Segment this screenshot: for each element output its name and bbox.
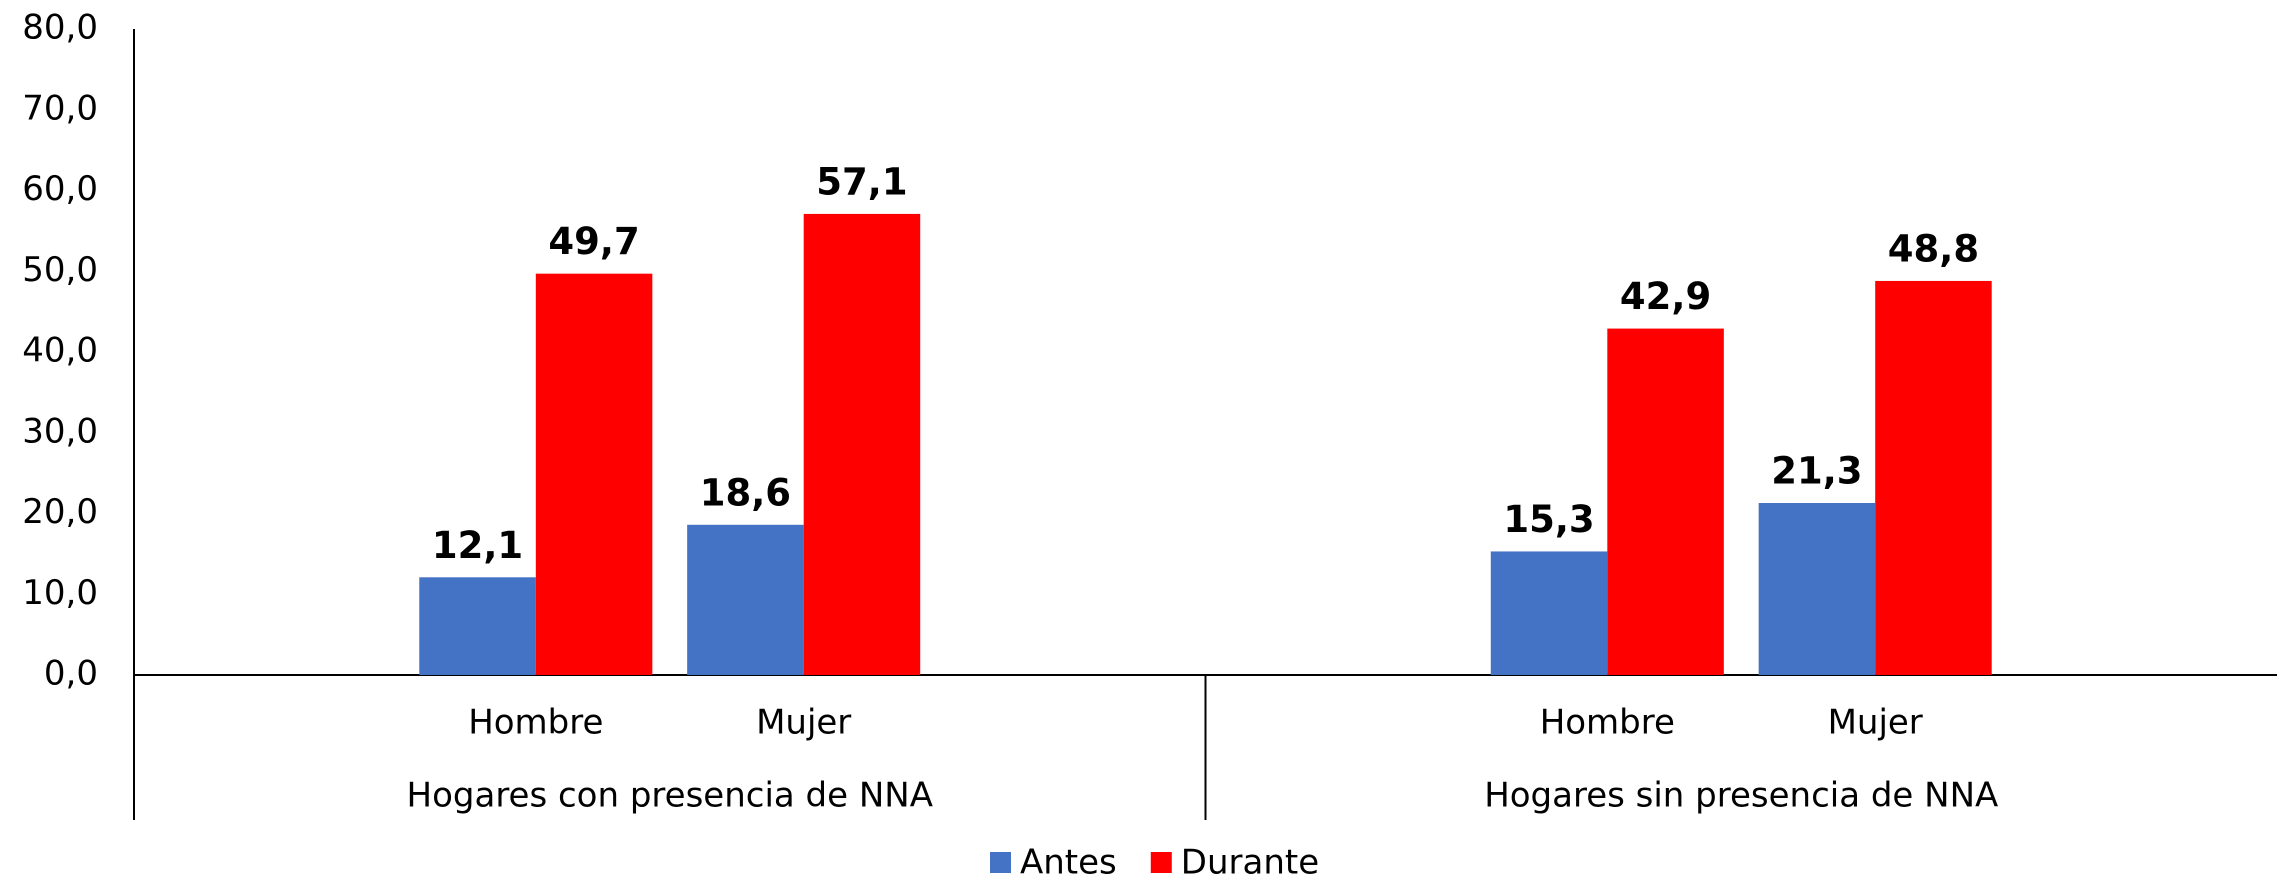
x-tick-label: Hombre (1540, 703, 1675, 743)
y-tick-label: 70,0 (22, 88, 98, 128)
y-tick-label: 10,0 (22, 573, 98, 613)
y-tick-label: 20,0 (22, 492, 98, 532)
bar (419, 577, 536, 675)
legend-swatch (990, 852, 1011, 873)
y-tick-label: 0,0 (44, 654, 98, 694)
bar (1758, 503, 1876, 675)
x-tick-label: Mujer (756, 703, 851, 743)
bar (1490, 551, 1608, 675)
legend-label: Durante (1181, 843, 1319, 879)
value-label: 18,6 (700, 471, 791, 514)
value-label: 57,1 (816, 160, 907, 203)
value-label: 48,8 (1888, 227, 1979, 270)
bar (1607, 328, 1724, 675)
y-tick-label: 80,0 (22, 8, 98, 48)
group-label: Hogares sin presencia de NNA (1484, 776, 1998, 816)
legend-swatch (1150, 852, 1172, 873)
y-tick-label: 30,0 (22, 411, 98, 451)
value-label: 15,3 (1503, 498, 1594, 541)
bar (687, 524, 804, 675)
value-label: 21,3 (1771, 450, 1862, 493)
y-tick-label: 60,0 (22, 169, 98, 209)
y-tick-label: 40,0 (22, 331, 98, 371)
legend-label: Antes (1020, 843, 1117, 879)
bar (1875, 280, 1992, 675)
bar (803, 213, 921, 676)
x-tick-label: Hombre (468, 703, 603, 743)
x-tick-label: Mujer (1828, 703, 1923, 743)
value-label: 42,9 (1620, 275, 1711, 318)
y-tick-label: 50,0 (22, 250, 98, 290)
value-label: 49,7 (548, 220, 639, 263)
value-label: 12,1 (432, 524, 523, 567)
bar (535, 273, 653, 675)
group-label: Hogares con presencia de NNA (407, 776, 933, 816)
